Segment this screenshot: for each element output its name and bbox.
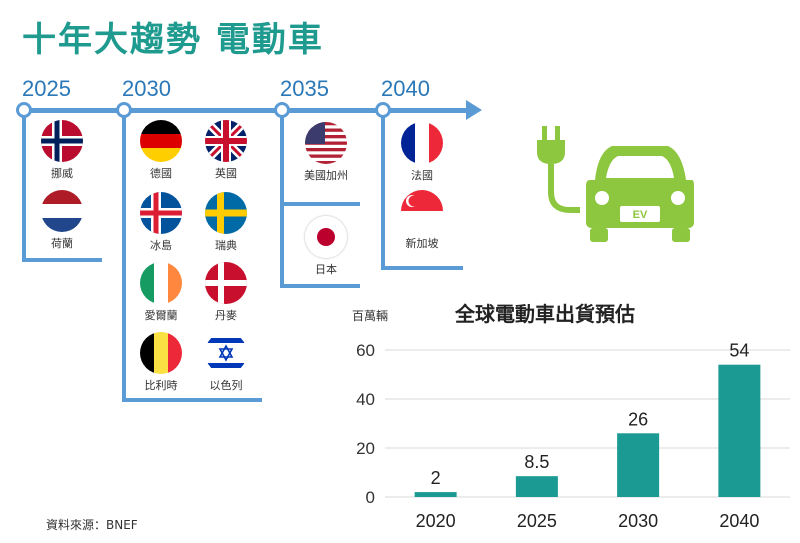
country-label: 法國 xyxy=(411,169,433,182)
country-label: 比利時 xyxy=(144,379,178,392)
country-denmark: 丹麥 xyxy=(191,262,261,323)
bracket-2035a xyxy=(280,116,360,206)
country-norway: 挪威 xyxy=(27,120,97,181)
y-axis-unit-label: 百萬輛 xyxy=(352,309,389,323)
country-uk: 英國 xyxy=(191,120,261,181)
country-germany: 德國 xyxy=(126,120,196,181)
x-tick-label: 2020 xyxy=(416,511,456,531)
data-label: 26 xyxy=(628,409,648,429)
bar xyxy=(414,492,457,497)
country-label: 以色列 xyxy=(209,379,243,392)
country-label: 美國加州 xyxy=(304,169,348,182)
x-tick-label: 2025 xyxy=(517,511,557,531)
y-tick-label: 60 xyxy=(356,341,375,360)
country-label: 英國 xyxy=(215,167,237,180)
data-label: 2 xyxy=(431,468,441,488)
country-sweden: 瑞典 xyxy=(191,192,261,253)
country-netherlands: 荷蘭 xyxy=(27,190,97,251)
chart-title: 全球電動車出貨預估 xyxy=(455,302,635,326)
country-france: 法國 xyxy=(387,122,457,183)
belgium-flag-icon xyxy=(140,332,182,374)
country-label: 新加坡 xyxy=(405,237,439,250)
bar xyxy=(617,433,660,497)
country-israel: 以色列 xyxy=(191,332,261,393)
country-label: 日本 xyxy=(315,263,337,276)
iceland-flag-icon xyxy=(140,192,182,234)
timeline-year-2040: 2040 xyxy=(381,76,430,101)
country-ireland: 愛爾蘭 xyxy=(126,262,196,323)
timeline-axis xyxy=(22,108,472,113)
ev-car-plug-icon: EV xyxy=(520,118,700,248)
ireland-flag-icon xyxy=(140,262,182,304)
y-tick-label: 40 xyxy=(356,390,375,409)
country-label: 荷蘭 xyxy=(51,237,73,250)
bar xyxy=(718,364,761,497)
country-label: 瑞典 xyxy=(215,239,237,252)
timeline-year-2035: 2035 xyxy=(280,76,329,101)
country-label: 德國 xyxy=(150,167,172,180)
y-tick-label: 20 xyxy=(356,439,375,458)
country-japan: 日本 xyxy=(291,216,361,277)
israel-flag-icon xyxy=(205,332,247,374)
country-label: 愛爾蘭 xyxy=(144,309,178,322)
bracket-2040 xyxy=(381,116,463,270)
data-label: 54 xyxy=(729,341,749,361)
japan-flag-icon xyxy=(305,216,347,258)
country-iceland: 冰島 xyxy=(126,192,196,253)
bracket-2025 xyxy=(22,116,102,262)
sweden-flag-icon xyxy=(205,192,247,234)
country-belgium: 比利時 xyxy=(126,332,196,393)
page-title: 十年大趨勢 電動車 xyxy=(22,20,324,60)
netherlands-flag-icon xyxy=(41,190,83,232)
bracket-2035b xyxy=(280,206,360,288)
singapore-flag-icon xyxy=(401,190,443,232)
y-tick-label: 0 xyxy=(366,488,375,507)
germany-flag-icon xyxy=(140,120,182,162)
country-label: 冰島 xyxy=(150,239,172,252)
uk-flag-icon xyxy=(205,120,247,162)
france-flag-icon xyxy=(401,122,443,164)
country-singapore: 新加坡 xyxy=(387,190,457,251)
country-label: 丹麥 xyxy=(215,309,237,322)
bracket-2030 xyxy=(122,116,262,402)
timeline-arrow-icon xyxy=(466,100,482,120)
denmark-flag-icon xyxy=(205,262,247,304)
x-tick-label: 2030 xyxy=(618,511,658,531)
norway-flag-icon xyxy=(41,120,83,162)
country-label: 挪威 xyxy=(51,167,73,180)
x-tick-label: 2040 xyxy=(719,511,759,531)
source-note: 資料來源：BNEF xyxy=(46,518,138,532)
usa-flag-icon xyxy=(305,122,347,164)
bar xyxy=(515,476,558,497)
timeline-year-2025: 2025 xyxy=(22,76,71,101)
ev-badge-label: EV xyxy=(633,209,648,221)
data-label: 8.5 xyxy=(524,452,549,472)
country-usa: 美國加州 xyxy=(291,122,361,183)
timeline-year-2030: 2030 xyxy=(122,76,171,101)
